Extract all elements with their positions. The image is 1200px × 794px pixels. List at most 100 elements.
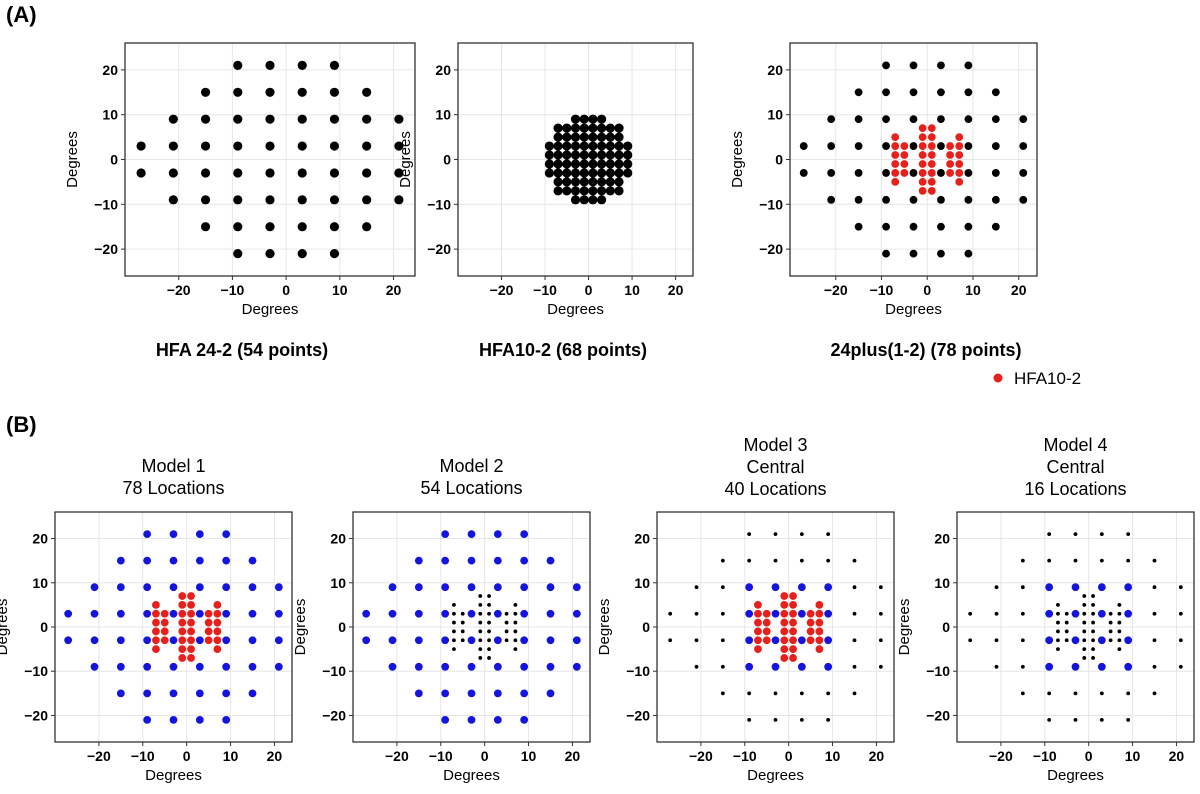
data-point [222, 663, 230, 671]
data-point [137, 168, 146, 177]
y-tick-label: 0 [942, 619, 950, 635]
data-point [222, 689, 230, 697]
data-point [562, 159, 571, 168]
chart-title-line: 78 Locations [122, 478, 224, 498]
data-point [1047, 718, 1051, 722]
data-point [807, 610, 815, 618]
data-point [745, 610, 753, 618]
data-point [298, 168, 307, 177]
data-point [233, 88, 242, 97]
data-point [169, 195, 178, 204]
data-point [882, 142, 890, 150]
data-point [928, 178, 936, 186]
data-point [415, 663, 423, 671]
data-point [478, 594, 482, 598]
data-point [441, 663, 449, 671]
data-point [161, 619, 169, 627]
data-point [152, 636, 160, 644]
legend-label: HFA10-2 [1014, 369, 1081, 388]
data-point [201, 222, 210, 231]
data-point [891, 169, 899, 177]
data-point [964, 169, 972, 177]
chart-b4: −20 −10 0 10 20−20−1001020DegreesDegreesMode… [896, 435, 1194, 784]
data-point [571, 159, 580, 168]
data-point [774, 718, 778, 722]
data-point [1047, 532, 1051, 536]
y-tick-label: 10 [102, 107, 118, 123]
data-point [1021, 638, 1025, 642]
data-point [330, 115, 339, 124]
data-point [1100, 532, 1104, 536]
x-tick-label: 0 [923, 282, 931, 298]
data-point [1126, 691, 1130, 695]
data-point [505, 612, 509, 616]
y-tick-label: 10 [934, 575, 950, 591]
data-point [789, 601, 797, 609]
data-point [968, 638, 972, 642]
data-point [478, 647, 482, 651]
data-point [520, 610, 528, 618]
y-tick-label: −10 [926, 663, 950, 679]
x-axis-label: Degrees [242, 301, 299, 318]
data-point [919, 178, 927, 186]
data-point [478, 630, 482, 634]
data-point [891, 178, 899, 186]
x-tick-label: −20 [689, 748, 713, 764]
chart-title-line: Model 3 [743, 435, 807, 455]
data-point [233, 61, 242, 70]
data-point [1100, 691, 1104, 695]
data-point [520, 636, 528, 644]
data-point [597, 124, 606, 133]
data-point [855, 88, 863, 96]
panel-label-b: (B) [6, 412, 37, 437]
data-point [389, 583, 397, 591]
data-point [1117, 647, 1121, 651]
data-point [571, 177, 580, 186]
data-point [196, 716, 204, 724]
data-point [547, 610, 555, 618]
data-point [900, 160, 908, 168]
data-point [910, 115, 918, 123]
data-point [789, 645, 797, 653]
data-point [1056, 612, 1060, 616]
data-point [879, 665, 883, 669]
data-point [588, 115, 597, 124]
data-point [205, 610, 213, 618]
data-point [170, 530, 178, 538]
data-point [143, 530, 151, 538]
data-point [265, 222, 274, 231]
data-point [362, 141, 371, 150]
data-point [468, 689, 476, 697]
data-point [64, 610, 72, 618]
data-point [827, 196, 835, 204]
x-tick-label: 0 [1085, 748, 1093, 764]
data-point [91, 583, 99, 591]
data-point [1082, 612, 1086, 616]
data-point [553, 168, 562, 177]
data-point [853, 691, 857, 695]
data-point [1021, 559, 1025, 563]
data-point [170, 689, 178, 697]
data-point [249, 583, 257, 591]
x-tick-label: 0 [282, 282, 290, 298]
data-point [1153, 638, 1157, 642]
y-tick-label: 0 [443, 152, 451, 168]
data-point [1082, 621, 1086, 625]
y-tick-label: 0 [338, 619, 346, 635]
data-point [1098, 583, 1106, 591]
data-point [800, 718, 804, 722]
data-point [937, 62, 945, 70]
data-point [553, 141, 562, 150]
data-point [265, 115, 274, 124]
data-point [205, 628, 213, 636]
data-point [222, 583, 230, 591]
data-point [754, 619, 762, 627]
data-point [169, 115, 178, 124]
data-point [1117, 612, 1121, 616]
data-point [1082, 638, 1086, 642]
data-point [441, 716, 449, 724]
data-point [1047, 559, 1051, 563]
data-point [992, 223, 1000, 231]
data-point [1056, 621, 1060, 625]
data-point [1117, 638, 1121, 642]
